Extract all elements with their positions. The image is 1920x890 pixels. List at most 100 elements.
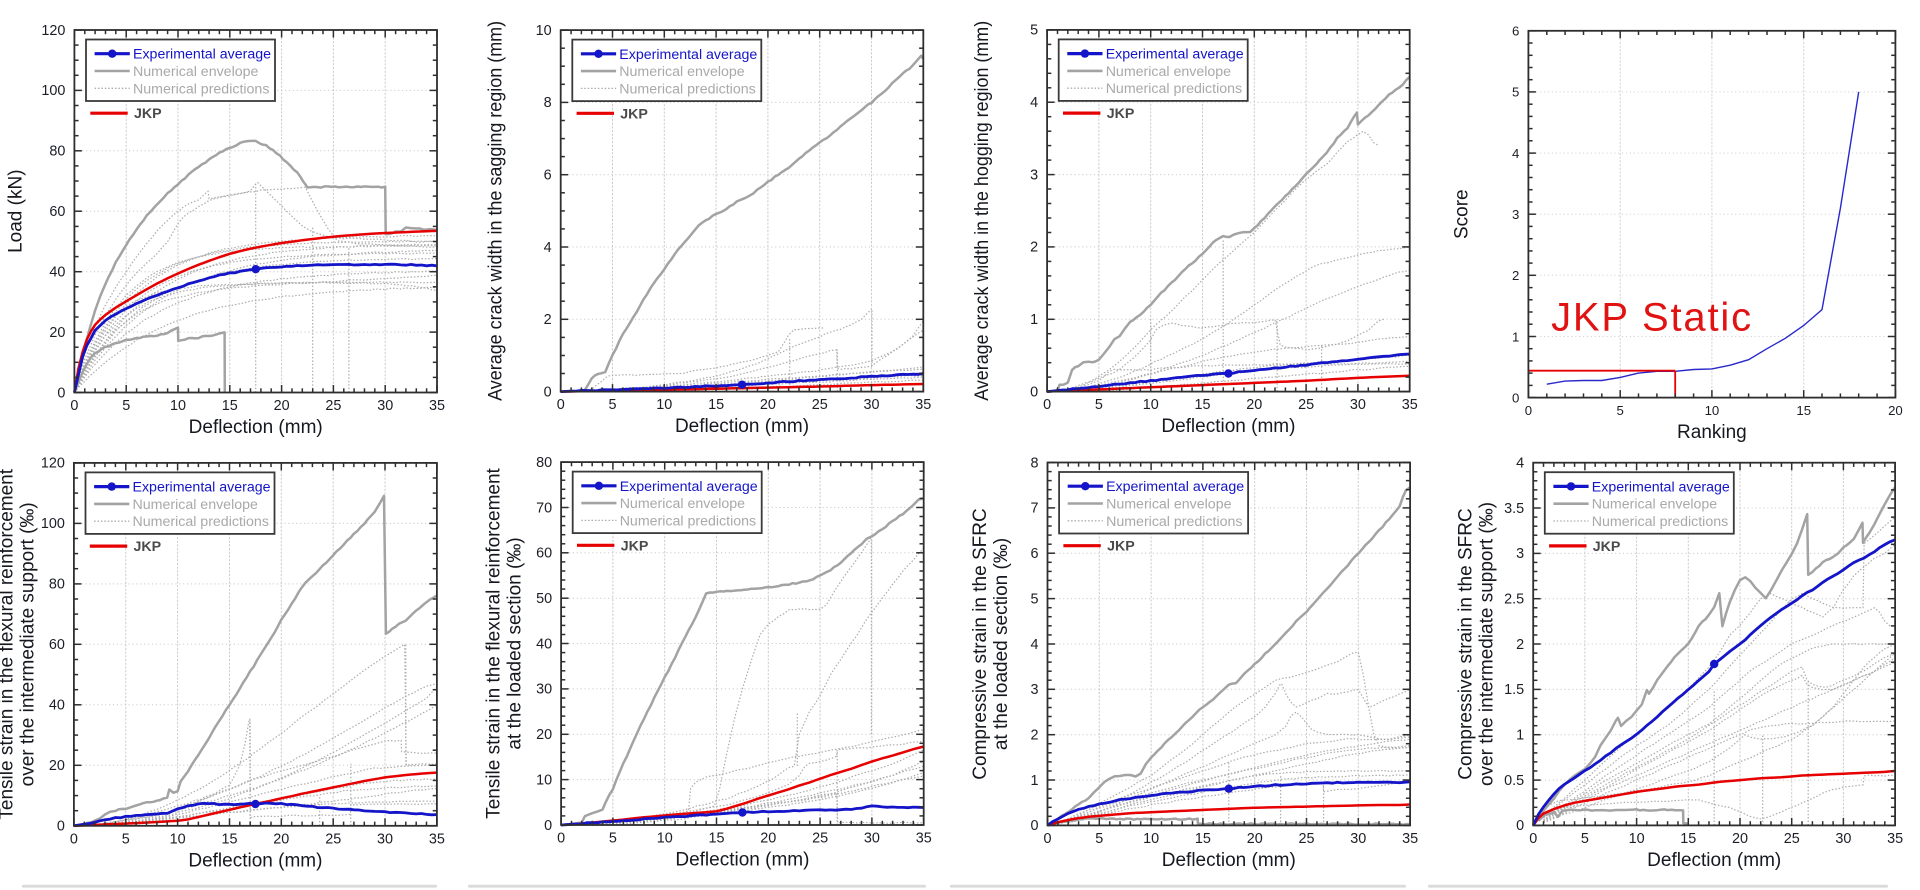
svg-text:2: 2 [1512, 268, 1519, 283]
svg-text:25: 25 [325, 398, 341, 414]
svg-text:6: 6 [544, 168, 552, 184]
svg-text:5: 5 [122, 831, 130, 847]
svg-text:Experimental average: Experimental average [1106, 479, 1244, 495]
svg-text:5: 5 [1581, 831, 1589, 847]
svg-text:JKP: JKP [621, 538, 649, 554]
svg-text:5: 5 [1030, 591, 1038, 607]
svg-text:15: 15 [1680, 831, 1696, 847]
svg-text:20: 20 [760, 831, 776, 847]
svg-text:30: 30 [1350, 831, 1366, 847]
svg-text:5: 5 [1030, 23, 1038, 39]
svg-text:0: 0 [57, 819, 65, 835]
svg-text:100: 100 [41, 516, 65, 532]
svg-text:35: 35 [1887, 831, 1903, 847]
svg-text:Tensile strain in the flexural: Tensile strain in the flexural reinforce… [484, 467, 505, 818]
svg-text:40: 40 [49, 698, 65, 714]
svg-text:0: 0 [1529, 831, 1537, 847]
svg-text:5: 5 [609, 831, 617, 847]
svg-text:70: 70 [536, 500, 552, 516]
svg-text:20: 20 [1247, 831, 1263, 847]
svg-text:40: 40 [49, 265, 65, 281]
svg-text:25: 25 [1298, 397, 1314, 413]
svg-text:15: 15 [222, 398, 238, 414]
svg-text:Deflection (mm): Deflection (mm) [1162, 850, 1296, 871]
svg-text:Deflection (mm): Deflection (mm) [188, 850, 322, 871]
svg-text:60: 60 [49, 204, 65, 220]
svg-text:8: 8 [1030, 455, 1038, 471]
svg-text:0: 0 [70, 398, 78, 414]
svg-text:40: 40 [536, 636, 552, 652]
svg-text:20: 20 [274, 398, 290, 414]
svg-text:4: 4 [1512, 146, 1519, 161]
svg-text:25: 25 [812, 397, 828, 413]
svg-text:JKP: JKP [1593, 539, 1621, 555]
svg-text:10: 10 [536, 23, 552, 39]
svg-text:JKP: JKP [134, 106, 162, 122]
svg-text:0: 0 [1043, 831, 1051, 847]
svg-text:20: 20 [1246, 397, 1262, 413]
svg-text:30: 30 [536, 682, 552, 698]
svg-text:Numerical envelope: Numerical envelope [1106, 64, 1231, 80]
svg-text:over the intermediate support: over the intermediate support (‰) [17, 502, 38, 786]
svg-text:Numerical envelope: Numerical envelope [619, 64, 744, 80]
svg-text:Score: Score [1451, 189, 1472, 239]
svg-text:15: 15 [1194, 397, 1210, 413]
svg-text:30: 30 [377, 831, 393, 847]
svg-text:Average crack width in the hog: Average crack width in the hogging regio… [972, 21, 993, 401]
svg-text:15: 15 [708, 831, 724, 847]
svg-text:60: 60 [536, 546, 552, 562]
svg-text:3: 3 [1516, 546, 1524, 562]
svg-text:Numerical envelope: Numerical envelope [620, 496, 745, 512]
svg-text:30: 30 [1835, 831, 1851, 847]
svg-text:3: 3 [1030, 167, 1038, 183]
svg-text:20: 20 [273, 831, 289, 847]
svg-text:Deflection (mm): Deflection (mm) [189, 417, 323, 438]
svg-text:Numerical envelope: Numerical envelope [1592, 497, 1717, 513]
svg-text:0: 0 [1525, 403, 1532, 418]
svg-text:25: 25 [325, 831, 341, 847]
svg-text:20: 20 [536, 727, 552, 743]
svg-text:Deflection (mm): Deflection (mm) [675, 850, 809, 871]
svg-text:Compressive strain in the SFRC: Compressive strain in the SFRC [1456, 508, 1477, 779]
svg-text:5: 5 [1512, 85, 1519, 100]
svg-text:0: 0 [544, 818, 552, 834]
svg-text:80: 80 [49, 144, 65, 160]
svg-text:at the loaded section (‰): at the loaded section (‰) [505, 537, 526, 749]
svg-text:3: 3 [1030, 682, 1038, 698]
svg-text:Tensile strain in the flexural: Tensile strain in the flexural reinforce… [0, 468, 17, 819]
svg-text:35: 35 [1402, 397, 1418, 413]
svg-text:10: 10 [1143, 397, 1159, 413]
svg-text:JKP: JKP [1107, 106, 1135, 122]
svg-text:15: 15 [1195, 831, 1211, 847]
svg-text:60: 60 [49, 637, 65, 653]
svg-text:35: 35 [429, 831, 445, 847]
svg-text:100: 100 [41, 83, 65, 99]
svg-text:10: 10 [656, 397, 672, 413]
svg-text:0: 0 [57, 385, 65, 401]
svg-text:Ranking: Ranking [1677, 422, 1747, 443]
svg-text:Numerical predictions: Numerical predictions [1106, 514, 1242, 530]
svg-text:2.5: 2.5 [1504, 592, 1524, 608]
svg-text:15: 15 [708, 397, 724, 413]
svg-text:1: 1 [1512, 329, 1519, 344]
svg-text:4: 4 [1030, 95, 1038, 111]
svg-text:10: 10 [1629, 831, 1645, 847]
svg-text:10: 10 [1705, 403, 1720, 418]
svg-text:Deflection (mm): Deflection (mm) [1161, 416, 1295, 437]
svg-text:JKP: JKP [134, 539, 162, 555]
svg-text:JKP: JKP [1107, 539, 1135, 555]
svg-text:35: 35 [916, 831, 932, 847]
svg-text:Numerical envelope: Numerical envelope [133, 64, 258, 80]
svg-text:10: 10 [657, 831, 673, 847]
svg-text:Average crack width in the sag: Average crack width in the sagging regio… [486, 21, 507, 401]
svg-text:25: 25 [812, 831, 828, 847]
svg-text:5: 5 [608, 397, 616, 413]
svg-text:Compressive strain in the SFRC: Compressive strain in the SFRC [970, 508, 991, 779]
svg-text:25: 25 [1784, 831, 1800, 847]
svg-text:Numerical envelope: Numerical envelope [1106, 497, 1231, 513]
svg-text:120: 120 [41, 456, 65, 472]
svg-text:0: 0 [70, 831, 78, 847]
svg-text:over the intermediate support: over the intermediate support (‰) [1477, 502, 1498, 786]
svg-text:Deflection (mm): Deflection (mm) [675, 416, 809, 437]
svg-text:0: 0 [1516, 818, 1524, 834]
